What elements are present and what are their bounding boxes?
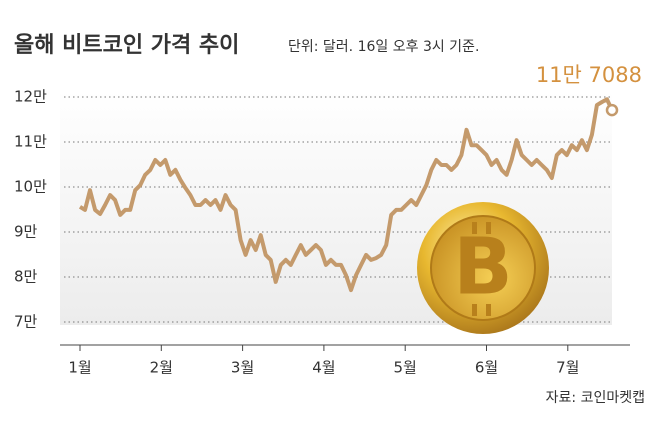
x-tick-label: 7월 bbox=[556, 359, 579, 377]
x-tick-label: 1월 bbox=[68, 359, 91, 377]
series bbox=[78, 97, 619, 293]
y-tick-label: 7만 bbox=[14, 313, 38, 331]
y-tick-label: 10만 bbox=[14, 178, 47, 196]
x-tick-label: 2월 bbox=[150, 359, 173, 377]
grid: 7만 8만 9만 10만 11만 12만 1월 2월 3월 4월 5월 6월 7월 bbox=[14, 88, 612, 377]
y-tick-label: 9만 bbox=[14, 223, 38, 241]
y-tick-label: 8만 bbox=[14, 268, 38, 286]
price-line bbox=[78, 97, 614, 293]
chart-subtitle: 단위: 달러. 16일 오후 3시 기준. bbox=[288, 39, 479, 55]
y-tick-label: 11만 bbox=[14, 133, 47, 151]
coin-illustration: B bbox=[417, 202, 549, 334]
x-tick-label: 4월 bbox=[312, 359, 335, 377]
svg-text:B: B bbox=[453, 222, 512, 312]
last-point bbox=[605, 103, 619, 117]
annotation: 11만 7088 bbox=[536, 63, 642, 87]
x-tick-label: 3월 bbox=[231, 359, 254, 377]
x-tick-label: 5월 bbox=[394, 359, 417, 377]
y-tick-label: 12만 bbox=[14, 88, 47, 106]
x-tick-label: 6월 bbox=[475, 359, 498, 377]
source: 자료: 코인마켓캡 bbox=[546, 390, 645, 406]
chart-title: 올해 비트코인 가격 추이 bbox=[14, 33, 239, 58]
